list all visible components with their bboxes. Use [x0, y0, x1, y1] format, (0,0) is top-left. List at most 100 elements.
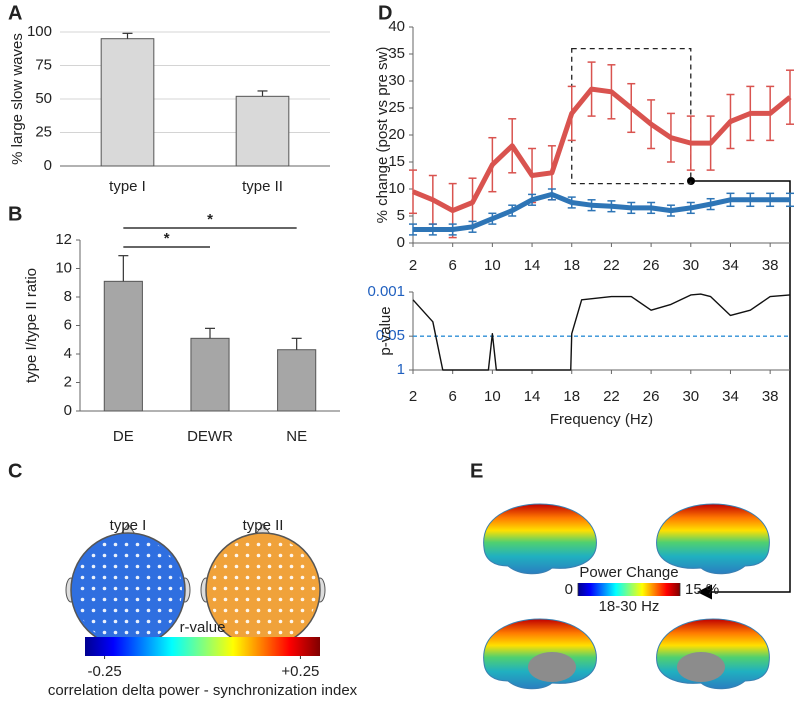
y-tick-label: 50: [35, 90, 52, 107]
topomap: [65, 523, 191, 648]
panel-label: D: [378, 2, 392, 24]
topomap: [200, 523, 326, 648]
x-tick-label: 18: [563, 388, 580, 405]
electrodes: [74, 536, 182, 644]
brain-surface: [483, 618, 597, 690]
x-tick-label: 14: [524, 388, 541, 405]
y-tick-label: 100: [27, 23, 52, 40]
brain-surface: [483, 503, 597, 575]
x-tick-label: 22: [603, 388, 620, 405]
error-bar: [118, 255, 129, 282]
y-tick-label: 30: [388, 72, 405, 89]
x-tick-label: 34: [722, 388, 739, 405]
colorbar-title: Power Change: [579, 564, 678, 581]
data-line: [412, 86, 792, 214]
y-tick-label: 10: [388, 180, 405, 197]
colorbar-caption: correlation delta power - synchronizatio…: [48, 682, 358, 699]
medial-wall: [677, 652, 725, 682]
y-tick-label: 6: [64, 316, 72, 333]
x-axis-label: Frequency (Hz): [550, 411, 653, 428]
head-nose: [120, 523, 136, 535]
y-tick-label: 0: [64, 402, 72, 419]
cortex: [483, 503, 597, 575]
colorbar-tick-label: -0.25: [87, 663, 121, 680]
brain-surface: [656, 503, 770, 575]
panel-label: E: [470, 460, 483, 482]
panel-label: B: [8, 203, 22, 225]
y-axis-label: % large slow waves: [9, 33, 26, 165]
y-tick-label: 1: [397, 361, 405, 378]
colorbar-caption: 18-30 Hz: [599, 598, 660, 615]
x-tick-label: 10: [484, 388, 501, 405]
x-tick-label: 22: [603, 257, 620, 274]
panel-label: C: [8, 460, 22, 482]
x-tick-label: type I: [109, 178, 146, 195]
y-tick-label: 15: [388, 153, 405, 170]
y-tick-label: 25: [35, 123, 52, 140]
medial-wall: [528, 652, 576, 682]
x-tick-label: 34: [722, 257, 739, 274]
y-tick-label: 40: [388, 18, 405, 35]
error-bar: [257, 90, 268, 97]
y-tick-label: 20: [388, 126, 405, 143]
significance-label: *: [164, 230, 170, 247]
colorbar-tick-label: 0: [565, 581, 573, 598]
x-tick-label: type II: [242, 178, 283, 195]
x-tick-label: DE: [113, 428, 134, 445]
y-axis-label: p-value: [377, 306, 394, 355]
y-tick-label: 0.001: [367, 283, 405, 300]
y-tick-label: 0.05: [376, 327, 405, 344]
y-axis-label: type I/type II ratio: [23, 268, 40, 383]
error-bar: [205, 327, 215, 339]
cortex: [656, 503, 770, 575]
y-tick-label: 75: [35, 56, 52, 73]
y-tick-label: 0: [397, 234, 405, 251]
topomap-title: type II: [243, 517, 284, 534]
x-tick-label: 2: [409, 388, 417, 405]
x-tick-label: 2: [409, 257, 417, 274]
y-tick-label: 12: [55, 231, 72, 248]
x-tick-label: 38: [762, 257, 779, 274]
brain-surface: [656, 618, 770, 690]
bar: [235, 95, 290, 167]
x-tick-label: 6: [449, 257, 457, 274]
head-nose: [255, 523, 271, 535]
y-tick-label: 2: [64, 373, 72, 390]
y-tick-label: 0: [44, 157, 52, 174]
bar: [190, 337, 230, 412]
x-tick-label: 6: [449, 388, 457, 405]
colorbar-tick-label: +0.25: [281, 663, 319, 680]
colorbar: [85, 637, 320, 656]
error-bar: [291, 337, 302, 350]
colorbar-label: r-value: [180, 619, 226, 636]
electrodes: [209, 536, 317, 644]
bar: [277, 349, 317, 412]
y-tick-label: 4: [64, 345, 72, 362]
x-tick-label: 30: [682, 388, 699, 405]
x-tick-label: 26: [643, 257, 660, 274]
y-tick-label: 5: [397, 207, 405, 224]
x-tick-label: 10: [484, 257, 501, 274]
data-line: [413, 191, 790, 232]
bar: [100, 38, 155, 167]
x-tick-label: 30: [682, 257, 699, 274]
panel-label: A: [8, 2, 22, 24]
error-bar: [122, 32, 133, 39]
y-tick-label: 10: [55, 259, 72, 276]
x-tick-label: 38: [762, 388, 779, 405]
y-tick-label: 35: [388, 45, 405, 62]
x-tick-label: 18: [563, 257, 580, 274]
x-tick-label: 26: [643, 388, 660, 405]
link-arrow: [691, 180, 791, 600]
significance-label: *: [207, 211, 213, 228]
x-tick-label: NE: [286, 428, 307, 445]
y-tick-label: 8: [64, 288, 72, 305]
x-tick-label: DEWR: [187, 428, 233, 445]
bar: [103, 280, 143, 412]
x-tick-label: 14: [524, 257, 541, 274]
y-tick-label: 25: [388, 99, 405, 116]
colorbar: [578, 583, 680, 596]
colorbar-tick-label: 15 %: [685, 581, 719, 598]
